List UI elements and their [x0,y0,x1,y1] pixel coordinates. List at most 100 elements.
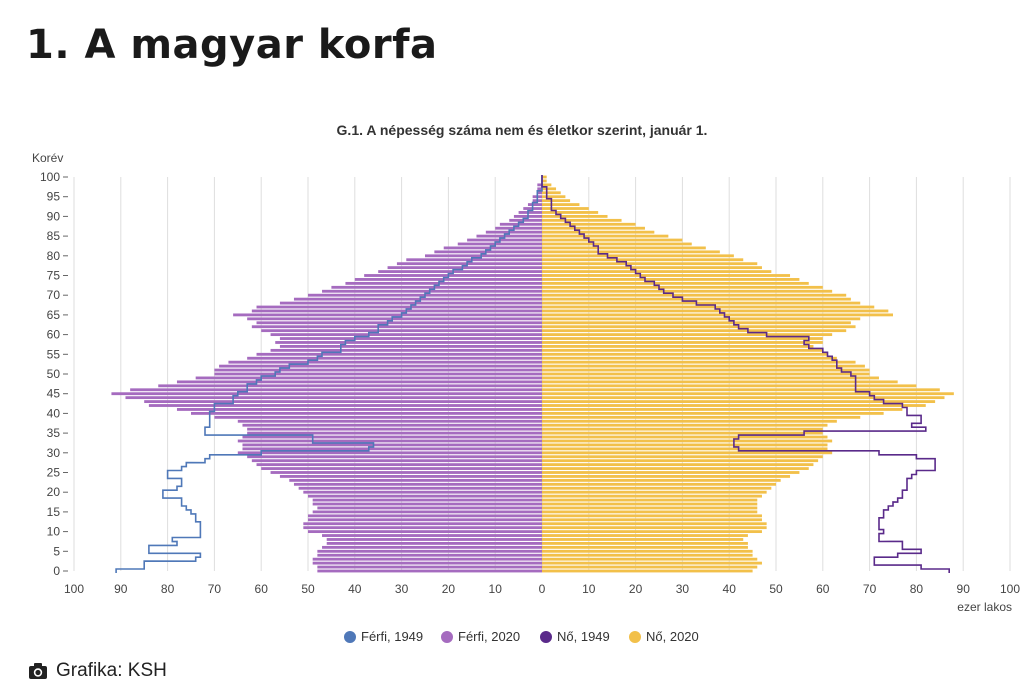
y-tick-label: 80 [47,249,61,263]
bar-male-2020 [148,404,542,407]
x-tick-label: 40 [348,582,362,596]
bar-male-2020 [308,518,542,522]
bar-female-2020 [542,538,744,541]
bar-female-2020 [542,254,734,258]
bar-male-2020 [312,561,542,565]
bar-male-2020 [537,183,542,187]
bar-male-2020 [425,254,542,258]
bar-female-2020 [542,313,893,317]
legend-marker [540,631,552,643]
legend-marker [344,631,356,643]
bar-female-2020 [542,321,851,325]
bar-male-2020 [467,238,542,242]
legend-label: Nő, 1949 [557,629,610,644]
bar-female-2020 [542,289,833,293]
bar-male-2020 [270,333,542,337]
bar-female-2020 [542,451,833,455]
bar-male-2020 [293,297,542,301]
bar-male-2020 [251,325,542,329]
x-tick-label: 70 [863,582,877,596]
bar-male-2020 [354,278,542,281]
bar-female-2020 [542,183,552,187]
y-tick-label: 25 [47,466,61,480]
bar-female-2020 [542,514,762,518]
bar-female-2020 [542,281,809,285]
bar-female-2020 [542,518,762,522]
y-tick-label: 55 [47,347,61,361]
bar-female-2020 [542,482,776,486]
bar-female-2020 [542,490,767,494]
bar-female-2020 [542,522,767,526]
bar-male-2020 [256,321,542,325]
bar-male-2020 [443,246,542,250]
x-axis-label: ezer lakos [957,600,1012,614]
bar-male-2020 [322,289,542,293]
bar-female-2020 [542,195,566,199]
bar-male-2020 [242,443,543,447]
bar-female-2020 [542,266,762,270]
bar-female-2020 [542,293,847,297]
bar-male-2020 [237,419,543,423]
bar-male-2020 [317,569,542,573]
bar-male-2020 [303,490,542,494]
bar-female-2020 [542,329,847,333]
bar-female-2020 [542,207,589,210]
bar-male-2020 [457,242,542,246]
bar-female-2020 [542,565,758,569]
bar-female-2020 [542,494,762,498]
bar-female-2020 [542,297,851,301]
bar-female-2020 [542,380,898,384]
y-tick-label: 20 [47,485,61,499]
bar-female-2020 [542,427,823,431]
y-tick-label: 60 [47,328,61,342]
y-tick-label: 45 [47,387,61,401]
bar-female-2020 [542,486,772,490]
bar-female-2020 [542,317,861,321]
bar-male-2020 [176,380,542,384]
bar-female-2020 [542,364,865,368]
bar-female-2020 [542,408,903,411]
bar-female-2020 [542,561,762,565]
credit: Grafika: KSH [28,660,167,682]
bar-female-2020 [542,274,791,277]
y-tick-label: 5 [53,544,60,558]
bar-female-2020 [542,285,823,289]
bar-female-2020 [542,226,645,230]
bar-male-2020 [228,360,542,364]
x-tick-label: 50 [301,582,315,596]
bar-female-2020 [542,333,833,337]
bar-male-2020 [195,376,542,380]
credit-text: Grafika: KSH [56,660,167,681]
bar-male-2020 [485,230,542,234]
x-tick-label: 20 [442,582,456,596]
bar-male-2020 [158,384,543,388]
bar-male-2020 [237,451,543,455]
bar-male-2020 [537,187,542,191]
bar-male-2020 [279,301,542,305]
bar-male-2020 [434,250,542,254]
bar-male-2020 [214,415,542,419]
legend-label: Nő, 2020 [646,629,699,644]
bar-male-2020 [476,234,542,238]
bar-female-2020 [542,270,772,273]
bar-male-2020 [308,494,542,498]
bar-male-2020 [312,510,542,514]
bar-female-2020 [542,309,889,313]
x-tick-label: 30 [676,582,690,596]
bar-male-2020 [322,534,542,537]
x-tick-label: 40 [723,582,737,596]
y-tick-label: 10 [47,525,61,539]
x-tick-label: 90 [114,582,128,596]
population-pyramid-chart: G.1. A népesség száma nem és életkor sze… [32,122,1020,644]
male-2020-bars [111,183,543,573]
bar-female-2020 [542,191,561,195]
bar-male-2020 [396,262,542,266]
bar-male-2020 [247,431,542,435]
bar-female-2020 [542,475,791,478]
bar-male-2020 [331,285,542,289]
x-tick-label: 80 [161,582,175,596]
bar-female-2020 [542,199,571,203]
bar-male-2020 [303,522,542,526]
y-tick-label: 65 [47,308,61,322]
bar-male-2020 [270,348,542,352]
